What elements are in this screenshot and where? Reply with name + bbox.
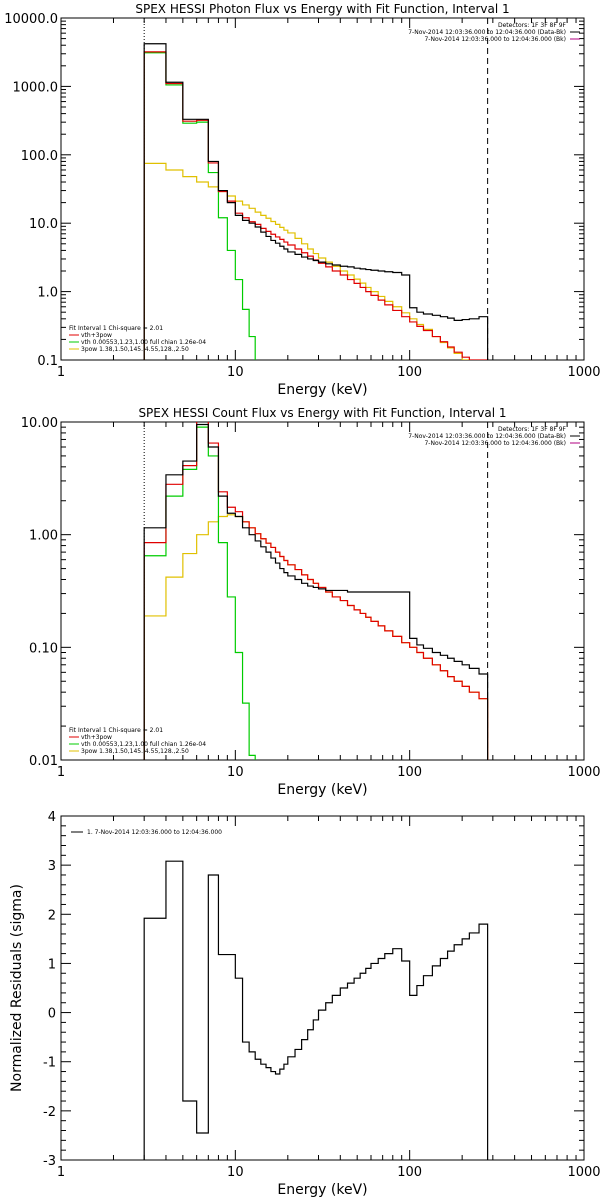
series-powerlaw-top [143, 162, 470, 360]
legend-bottom-left-text: 3pow 1.38,1.50,145.,4.55,128.,2.50 [81, 748, 189, 755]
series-residuals-bottom [143, 860, 489, 1160]
legend-bottom-left-text: 3pow 1.38,1.50,145.,4.55,128.,2.50 [81, 346, 189, 353]
chart-title-middle: SPEX HESSI Count Flux vs Energy with Fit… [138, 406, 506, 420]
chart-title-top: SPEX HESSI Photon Flux vs Energy with Fi… [135, 2, 509, 16]
series-thermal-top [143, 52, 256, 360]
x-tick-label: 1000 [567, 365, 600, 380]
y-tick-label: 0.01 [29, 754, 58, 769]
legend-residuals-text: 1. 7-Nov-2014 12:03:36.000 to 12:04:36.0… [87, 829, 222, 836]
y-tick-label: 3 [48, 859, 56, 874]
y-tick-label: 2 [48, 908, 56, 923]
legend-bottom-left-text: vth+3pow [81, 734, 112, 741]
y-tick-label: -1 [43, 1056, 56, 1071]
x-tick-label: 1 [57, 365, 65, 380]
y-tick-label: 4 [48, 810, 56, 825]
legend-bottom-left-text: Fit Interval 1 Chi-square = 2.01 [69, 727, 163, 734]
series-data-middle [143, 423, 489, 760]
series-thermal-middle [143, 426, 256, 760]
y-tick-label: 10000.0 [4, 12, 58, 27]
plot-frame-bottom [60, 815, 585, 1161]
x-tick-label: 10 [227, 365, 244, 380]
x-axis-label-middle: Energy (keV) [277, 782, 367, 798]
y-tick-label: 0.10 [29, 641, 58, 656]
legend-top-right-text: Detectors: 1F 3F 8F 9F [498, 426, 567, 433]
x-tick-label: 100 [397, 1165, 422, 1180]
x-tick-label: 1000 [567, 765, 600, 780]
legend-bottom-left-text: vth 0.00553,1.23,1.00 full chian 1.26e-0… [81, 339, 206, 346]
x-tick-label: 10 [227, 765, 244, 780]
plot-frame-middle [60, 421, 585, 761]
y-tick-label: -2 [43, 1105, 56, 1120]
y-tick-label: 10.0 [29, 217, 58, 232]
x-tick-label: 1 [57, 1165, 65, 1180]
y-tick-label: 0.1 [37, 354, 58, 369]
series-data-top [143, 43, 489, 360]
y-tick-label: 0 [48, 1007, 56, 1022]
series-total-middle [143, 422, 489, 760]
legend-top-right-text: 7-Nov-2014 12:03:36.000 to 12:04:36.000 … [408, 433, 566, 440]
x-tick-label: 100 [397, 365, 422, 380]
x-tick-label: 1 [57, 765, 65, 780]
x-tick-label: 1000 [567, 1165, 600, 1180]
y-axis-label-bottom: Normalized Residuals (sigma) [9, 884, 25, 1092]
y-tick-label: 1.00 [29, 529, 58, 544]
x-axis-label-top: Energy (keV) [277, 382, 367, 398]
legend-bottom-left-text: vth+3pow [81, 332, 112, 339]
y-tick-label: 1.0 [37, 286, 58, 301]
x-tick-label: 100 [397, 765, 422, 780]
y-tick-label: 10.00 [21, 416, 58, 431]
legend-bottom-left-text: Fit Interval 1 Chi-square = 2.01 [69, 325, 163, 332]
plot-frame-top [60, 17, 585, 361]
legend-top-right-text: 7-Nov-2014 12:03:36.000 to 12:04:36.000 … [408, 29, 566, 36]
legend-top-right-text: 7-Nov-2014 12:03:36.000 to 12:04:36.000 … [424, 440, 566, 447]
y-tick-label: 1 [48, 957, 56, 972]
y-tick-label: 1000.0 [13, 80, 59, 95]
x-axis-label-bottom: Energy (keV) [277, 1182, 367, 1198]
x-tick-label: 10 [227, 1165, 244, 1180]
legend-bottom-left-text: vth 0.00553,1.23,1.00 full chian 1.26e-0… [81, 741, 206, 748]
legend-top-right-text: Detectors: 1F 3F 8F 9F [498, 22, 567, 29]
y-tick-label: -3 [43, 1154, 56, 1169]
legend-top-right-text: 7-Nov-2014 12:03:36.000 to 12:04:36.000 … [424, 36, 566, 43]
y-tick-label: 100.0 [21, 149, 58, 164]
